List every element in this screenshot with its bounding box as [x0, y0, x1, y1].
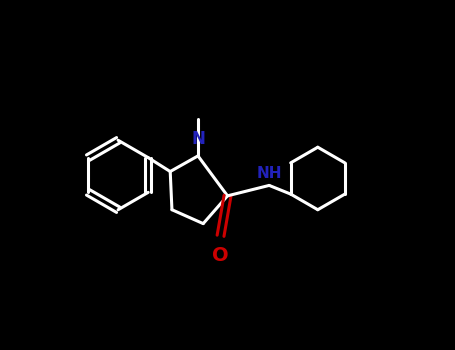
Text: O: O: [212, 246, 229, 265]
Text: N: N: [191, 130, 205, 148]
Text: NH: NH: [257, 166, 282, 181]
